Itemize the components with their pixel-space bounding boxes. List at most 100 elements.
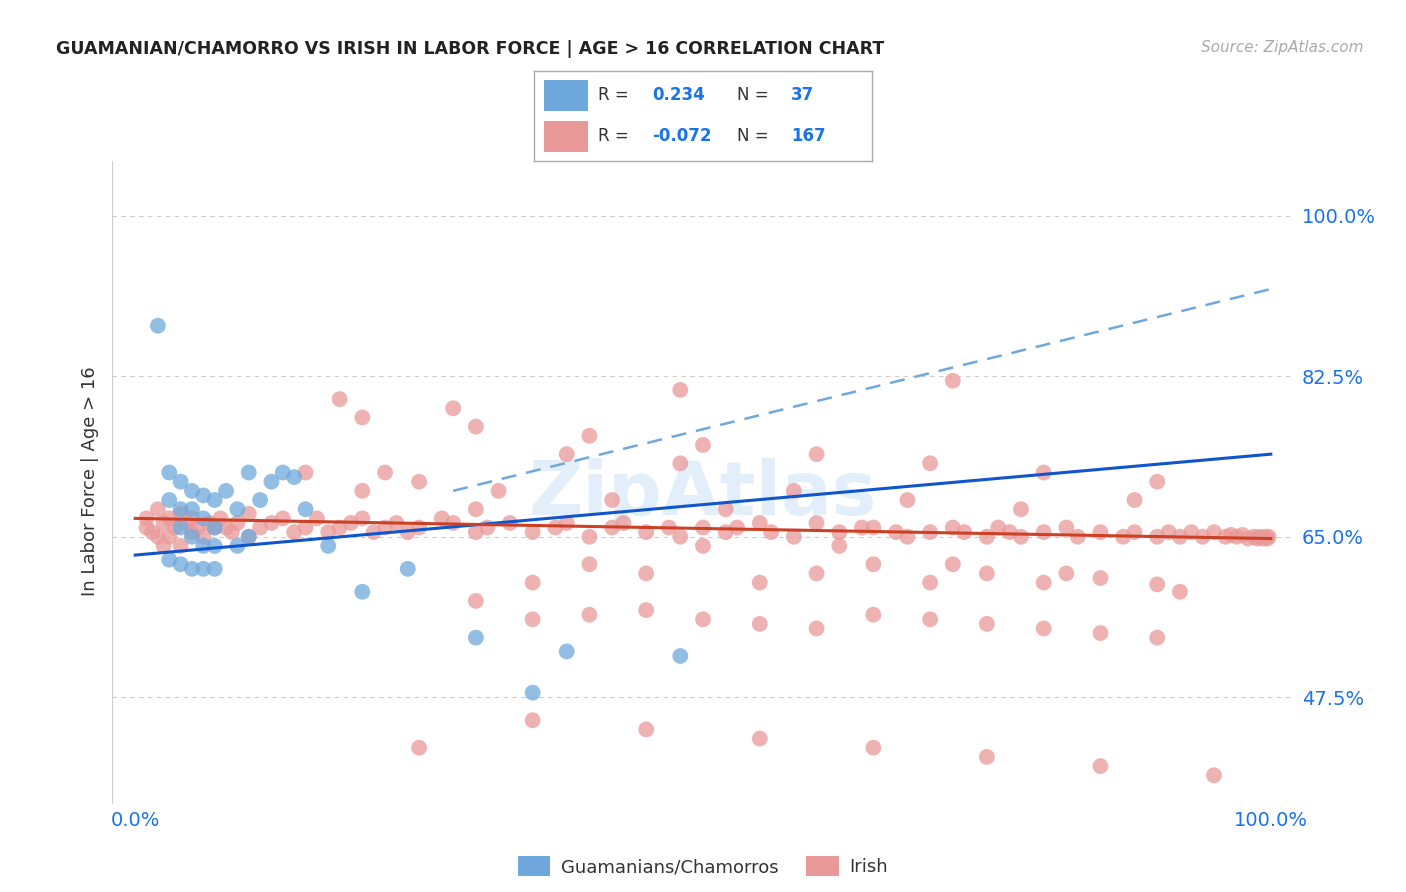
Point: [748, 616, 770, 631]
Point: [464, 525, 486, 540]
Point: [181, 483, 204, 498]
Point: [152, 539, 174, 553]
Point: [725, 520, 748, 534]
Point: [221, 525, 243, 540]
Point: [1010, 530, 1032, 544]
Point: [1146, 530, 1168, 544]
Point: [1123, 525, 1146, 540]
Text: R =: R =: [599, 87, 628, 104]
Text: GUAMANIAN/CHAMORRO VS IRISH IN LABOR FORCE | AGE > 16 CORRELATION CHART: GUAMANIAN/CHAMORRO VS IRISH IN LABOR FOR…: [56, 40, 884, 58]
Point: [181, 562, 204, 576]
Text: 167: 167: [790, 128, 825, 145]
Point: [1243, 530, 1265, 544]
Point: [1090, 571, 1112, 585]
Text: Source: ZipAtlas.com: Source: ZipAtlas.com: [1201, 40, 1364, 55]
Point: [329, 392, 352, 406]
Point: [174, 516, 197, 530]
Point: [920, 525, 942, 540]
Point: [396, 525, 419, 540]
Point: [1215, 530, 1237, 544]
Point: [352, 511, 374, 525]
Legend: Guamanians/Chamorros, Irish: Guamanians/Chamorros, Irish: [510, 848, 896, 884]
Point: [204, 493, 226, 508]
Point: [862, 607, 884, 622]
Point: [283, 470, 305, 484]
Point: [806, 566, 828, 581]
Point: [1256, 532, 1278, 546]
Point: [181, 511, 204, 525]
Point: [215, 483, 238, 498]
Point: [152, 516, 174, 530]
Text: R =: R =: [599, 128, 628, 145]
Point: [759, 525, 782, 540]
Point: [204, 562, 226, 576]
Point: [522, 575, 544, 590]
Point: [204, 520, 226, 534]
Point: [1257, 530, 1279, 544]
Point: [658, 520, 681, 534]
Point: [669, 383, 692, 397]
Point: [374, 520, 396, 534]
Point: [692, 612, 714, 626]
Point: [942, 520, 965, 534]
Point: [430, 511, 453, 525]
Point: [578, 530, 600, 544]
Point: [249, 493, 271, 508]
Point: [1067, 530, 1090, 544]
Point: [488, 483, 510, 498]
Point: [1123, 493, 1146, 508]
Point: [408, 475, 430, 489]
Point: [1112, 530, 1135, 544]
Point: [329, 520, 352, 534]
Point: [193, 511, 215, 525]
Point: [998, 525, 1021, 540]
Point: [135, 511, 157, 525]
Point: [238, 507, 260, 521]
Point: [305, 511, 328, 525]
Point: [1237, 532, 1260, 546]
Point: [555, 644, 578, 658]
Point: [260, 516, 283, 530]
Point: [692, 520, 714, 534]
Point: [157, 552, 180, 566]
Point: [522, 713, 544, 727]
Point: [385, 516, 408, 530]
Point: [976, 566, 998, 581]
Point: [352, 584, 374, 599]
Point: [271, 511, 294, 525]
Point: [157, 466, 180, 480]
Bar: [544, 121, 588, 152]
Point: [169, 558, 191, 572]
Text: -0.072: -0.072: [652, 128, 711, 145]
Point: [204, 520, 226, 534]
Point: [669, 456, 692, 470]
Point: [1032, 525, 1054, 540]
Point: [146, 502, 169, 516]
Point: [1090, 525, 1112, 540]
Point: [1249, 530, 1271, 544]
Point: [636, 566, 658, 581]
Point: [1054, 520, 1077, 534]
Text: 37: 37: [790, 87, 814, 104]
Point: [464, 419, 486, 434]
Point: [169, 502, 191, 516]
Point: [316, 525, 339, 540]
Point: [141, 525, 163, 540]
Point: [238, 530, 260, 544]
Point: [226, 502, 249, 516]
Point: [340, 516, 363, 530]
Point: [363, 525, 385, 540]
Point: [1090, 759, 1112, 773]
Point: [1146, 475, 1168, 489]
Point: [748, 516, 770, 530]
Point: [374, 466, 396, 480]
Point: [896, 530, 918, 544]
Point: [146, 318, 169, 333]
Point: [862, 740, 884, 755]
Point: [806, 447, 828, 461]
Point: [953, 525, 976, 540]
Point: [193, 530, 215, 544]
Point: [260, 475, 283, 489]
Point: [169, 520, 191, 534]
Point: [828, 525, 851, 540]
